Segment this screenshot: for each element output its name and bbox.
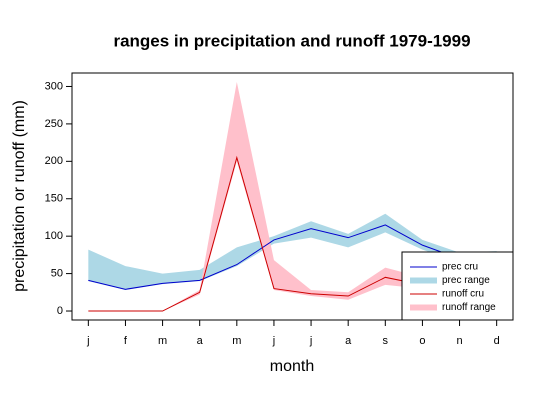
y-tick-label: 200 [45, 155, 63, 167]
y-tick-label: 250 [45, 118, 63, 130]
x-tick-label: a [197, 335, 204, 347]
x-tick-label: j [86, 335, 89, 347]
x-axis-label: month [270, 358, 314, 375]
legend-label: runoff cru [442, 289, 484, 300]
line [88, 224, 497, 290]
y-tick-label: 0 [57, 305, 63, 317]
x-tick-label: o [419, 335, 425, 347]
legend-label: prec cru [442, 262, 478, 273]
x-tick-label: m [232, 335, 241, 347]
plot-frame [71, 72, 514, 321]
x-tick-label: j [309, 335, 312, 347]
y-tick-label: 300 [45, 80, 63, 92]
x-tick-label: a [345, 335, 352, 347]
y-tick-label: 50 [51, 268, 63, 280]
y-tick-label: 100 [45, 230, 63, 242]
x-tick-label: j [272, 335, 275, 347]
x-tick-label: f [124, 335, 128, 347]
x-tick-label: d [494, 335, 500, 347]
x-tick-label: s [383, 335, 389, 347]
x-tick-label: m [158, 335, 167, 347]
legend-label: runoff range [442, 302, 496, 313]
chart-title: ranges in precipitation and runoff 1979-… [113, 31, 470, 50]
legend-label: prec range [442, 275, 490, 286]
y-tick-label: 150 [45, 193, 63, 205]
range-band [88, 213, 497, 291]
y-axis-label: precipitation or runoff (mm) [11, 100, 28, 292]
x-tick-label: n [456, 335, 462, 347]
